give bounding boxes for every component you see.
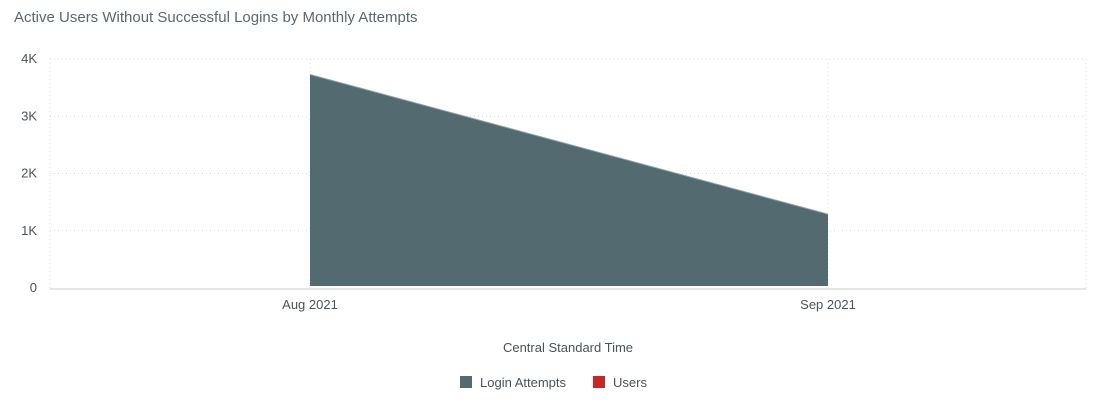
legend-swatch-users[interactable] (593, 376, 605, 388)
y-tick-label: 3K (21, 108, 37, 123)
legend-label-users[interactable]: Users (613, 375, 647, 390)
legend-label-login-attempts[interactable]: Login Attempts (480, 375, 566, 390)
x-tick-label: Aug 2021 (282, 297, 338, 312)
y-tick-label: 0 (30, 280, 37, 295)
chart-title: Active Users Without Successful Logins b… (14, 9, 418, 26)
legend-swatch-login-attempts[interactable] (460, 376, 472, 388)
area-login-attempts[interactable] (310, 74, 828, 287)
y-tick-label: 4K (21, 51, 37, 66)
line-login-attempts (309, 73, 829, 215)
y-tick-label: 1K (21, 223, 37, 238)
x-axis-title: Central Standard Time (503, 340, 633, 355)
x-tick-label: Sep 2021 (800, 297, 856, 312)
y-tick-label: 2K (21, 166, 37, 181)
